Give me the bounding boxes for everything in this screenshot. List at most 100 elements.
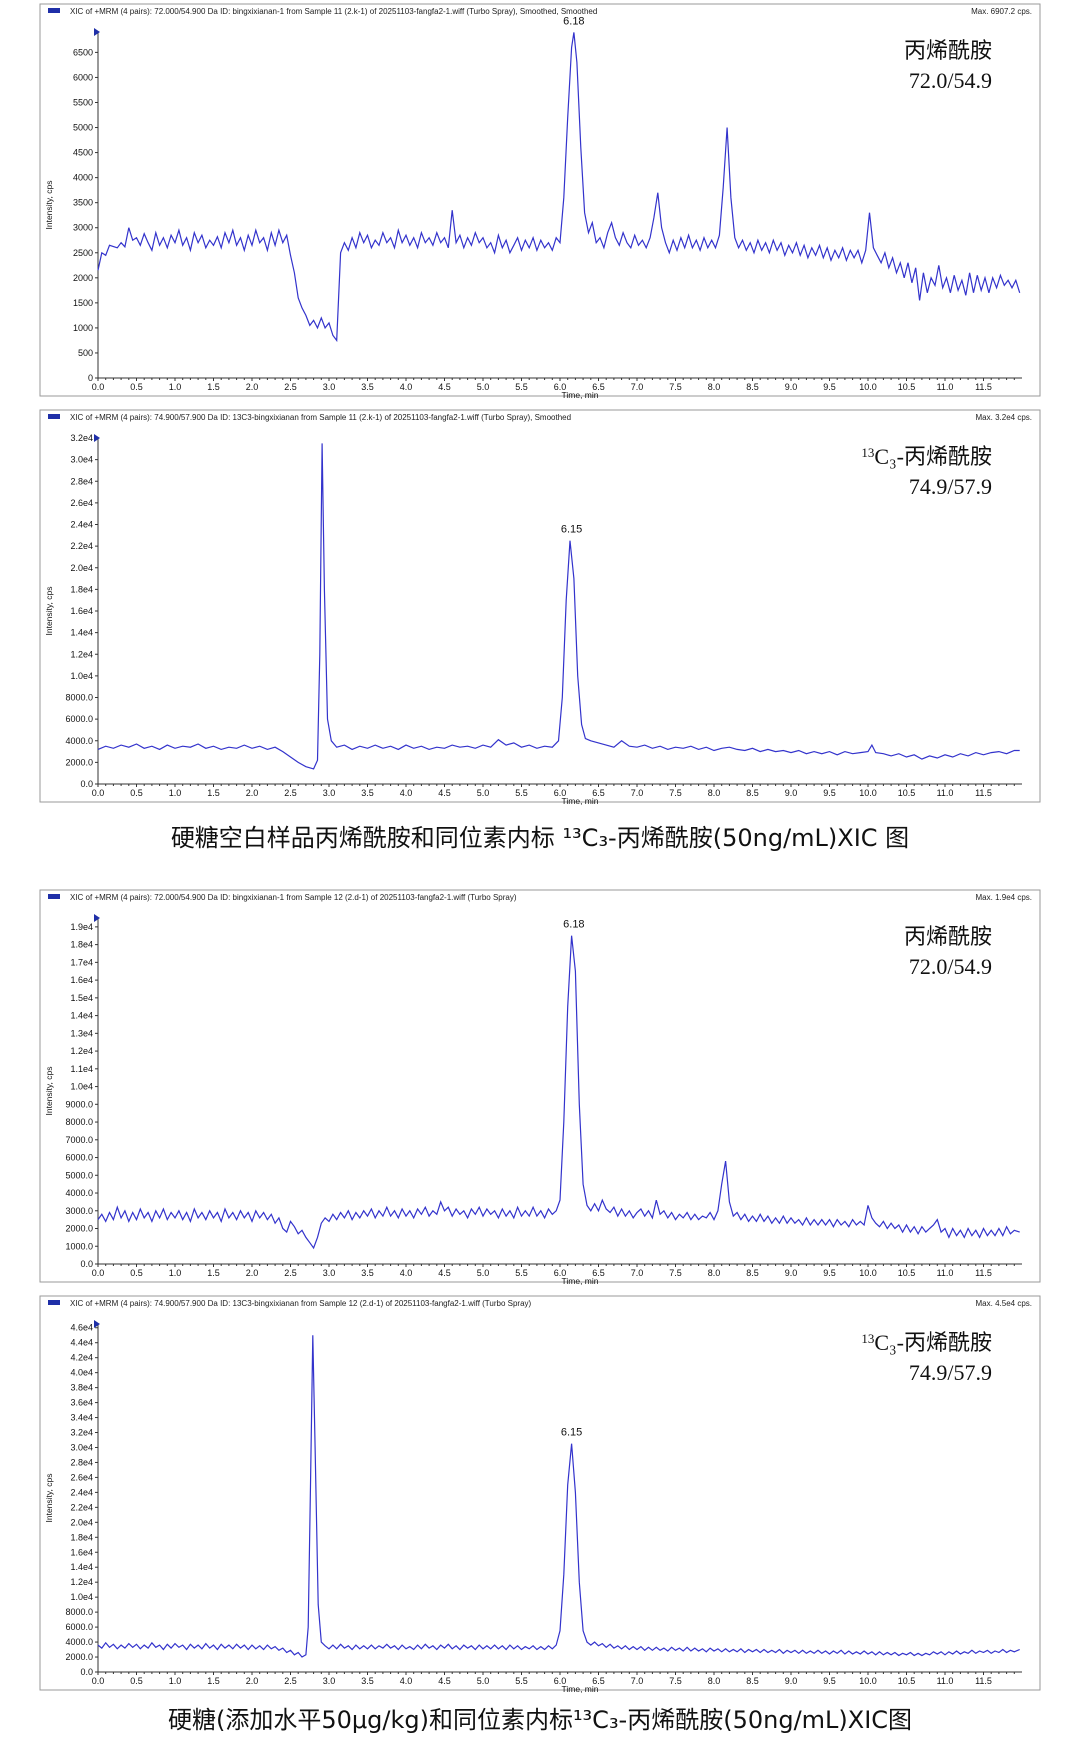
x-tick-label: 6.5 [592, 788, 605, 798]
y-tick-label: 6000.0 [65, 1622, 93, 1632]
y-tick-label: 3.4e4 [70, 1413, 93, 1423]
chart-frame [39, 889, 1041, 1283]
x-tick-label: 5.0 [477, 1676, 490, 1686]
x-tick-label: 1.5 [207, 382, 220, 392]
y-tick-label: 2.8e4 [70, 476, 93, 486]
x-tick-label: 10.5 [898, 788, 916, 798]
compound-name: C₃-丙烯酰胺 [874, 1330, 992, 1355]
mrm-transition-label: 74.9/57.9 [909, 474, 992, 499]
y-axis-label: Intensity, cps [44, 1067, 54, 1116]
y-tick-label: 1.4e4 [70, 1011, 93, 1021]
x-tick-label: 2.5 [284, 788, 297, 798]
y-tick-label: 3.2e4 [70, 1428, 93, 1438]
xic-chart-4: XIC of +MRM (4 pairs): 74.900/57.900 Da … [39, 1295, 1041, 1694]
x-tick-label: 9.0 [785, 382, 798, 392]
x-tick-label: 7.5 [669, 382, 682, 392]
y-tick-label: 5000 [73, 123, 93, 133]
y-tick-label: 2.0e4 [70, 563, 93, 573]
y-tick-label: 4.6e4 [70, 1323, 93, 1333]
x-tick-label: 6.0 [554, 1268, 567, 1278]
compound-label: 丙烯酰胺 [904, 38, 992, 63]
y-tick-label: 1.3e4 [70, 1028, 93, 1038]
xic-trace [97, 935, 1020, 1250]
x-tick-label: 9.0 [785, 788, 798, 798]
x-tick-label: 0.5 [130, 788, 143, 798]
y-tick-label: 500 [78, 348, 93, 358]
y-tick-label: 4000.0 [65, 1188, 93, 1198]
figure-caption-1: 硬糖空白样品丙烯酰胺和同位素内标 ¹³C₃-丙烯酰胺(50ng/mL)XIC 图 [170, 824, 910, 852]
x-tick-label: 2.0 [246, 382, 259, 392]
y-axis-label: Intensity, cps [44, 1474, 54, 1523]
y-tick-label: 1000.0 [65, 1241, 93, 1251]
x-tick-label: 4.0 [400, 1268, 413, 1278]
legend-marker [48, 414, 60, 419]
y-tick-label: 1.6e4 [70, 975, 93, 985]
chart-header: XIC of +MRM (4 pairs): 72.000/54.900 Da … [70, 893, 517, 902]
y-tick-label: 3000.0 [65, 1206, 93, 1216]
x-tick-label: 9.5 [823, 1676, 836, 1686]
y-tick-label: 1.6e4 [70, 606, 93, 616]
x-tick-label: 3.5 [361, 788, 374, 798]
x-axis-label: Time, min [562, 796, 599, 806]
axis-start-marker [94, 1320, 100, 1328]
x-tick-label: 4.0 [400, 382, 413, 392]
x-tick-label: 7.0 [631, 1676, 644, 1686]
y-tick-label: 1.2e4 [70, 1577, 93, 1587]
x-axis-label: Time, min [562, 1276, 599, 1286]
x-tick-label: 0.0 [92, 788, 105, 798]
x-tick-label: 1.0 [169, 1268, 182, 1278]
chart-frame [39, 409, 1041, 803]
x-tick-label: 3.0 [323, 788, 336, 798]
mrm-transition-label: 72.0/54.9 [909, 954, 992, 979]
x-tick-label: 2.5 [284, 382, 297, 392]
peak-label: 6.18 [563, 919, 584, 931]
x-tick-label: 11.0 [937, 1268, 954, 1278]
y-tick-label: 1.0e4 [70, 671, 93, 681]
chart-header: XIC of +MRM (4 pairs): 74.900/57.900 Da … [70, 1299, 532, 1308]
x-tick-label: 8.0 [708, 1676, 721, 1686]
peak-label: 6.18 [563, 15, 584, 27]
isotope-superscript: 13 [861, 445, 874, 460]
peak-label: 6.15 [561, 524, 582, 536]
y-tick-label: 2.2e4 [70, 1502, 93, 1512]
y-tick-label: 3.0e4 [70, 1442, 93, 1452]
y-tick-label: 5000.0 [65, 1170, 93, 1180]
x-axis-label: Time, min [562, 1684, 599, 1694]
peak-label: 6.15 [561, 1427, 582, 1439]
y-tick-label: 2000.0 [65, 1224, 93, 1234]
x-tick-label: 10.0 [859, 382, 877, 392]
y-tick-label: 2000 [73, 273, 93, 283]
x-tick-label: 9.5 [823, 1268, 836, 1278]
x-tick-label: 6.5 [592, 1268, 605, 1278]
x-tick-label: 5.5 [515, 788, 528, 798]
y-tick-label: 2.6e4 [70, 1472, 93, 1482]
x-tick-label: 7.5 [669, 1676, 682, 1686]
xic-chart-2: XIC of +MRM (4 pairs): 74.900/57.900 Da … [39, 409, 1041, 806]
x-tick-label: 11.0 [937, 788, 954, 798]
x-tick-label: 7.0 [631, 382, 644, 392]
y-tick-label: 1.2e4 [70, 649, 93, 659]
x-tick-label: 6.0 [554, 1676, 567, 1686]
y-tick-label: 1000 [73, 323, 93, 333]
y-tick-label: 2000.0 [65, 1652, 93, 1662]
y-tick-label: 1.7e4 [70, 957, 93, 967]
y-tick-label: 6500 [73, 47, 93, 57]
y-tick-label: 2.0e4 [70, 1517, 93, 1527]
max-intensity-label: Max. 1.9e4 cps. [976, 893, 1032, 902]
y-tick-label: 0.0 [80, 779, 93, 789]
x-tick-label: 8.5 [746, 1676, 759, 1686]
y-tick-label: 1.9e4 [70, 922, 93, 932]
y-tick-label: 3500 [73, 198, 93, 208]
y-tick-label: 1.1e4 [70, 1064, 93, 1074]
x-tick-label: 3.5 [361, 1268, 374, 1278]
x-tick-label: 11.5 [975, 788, 992, 798]
x-tick-label: 8.5 [746, 382, 759, 392]
x-tick-label: 4.5 [438, 788, 451, 798]
y-tick-label: 1500 [73, 298, 93, 308]
chart-frame [39, 1295, 1041, 1691]
y-tick-label: 0.0 [80, 1667, 93, 1677]
y-tick-label: 4.4e4 [70, 1338, 93, 1348]
legend-marker [48, 8, 60, 13]
xic-trace [97, 443, 1020, 770]
